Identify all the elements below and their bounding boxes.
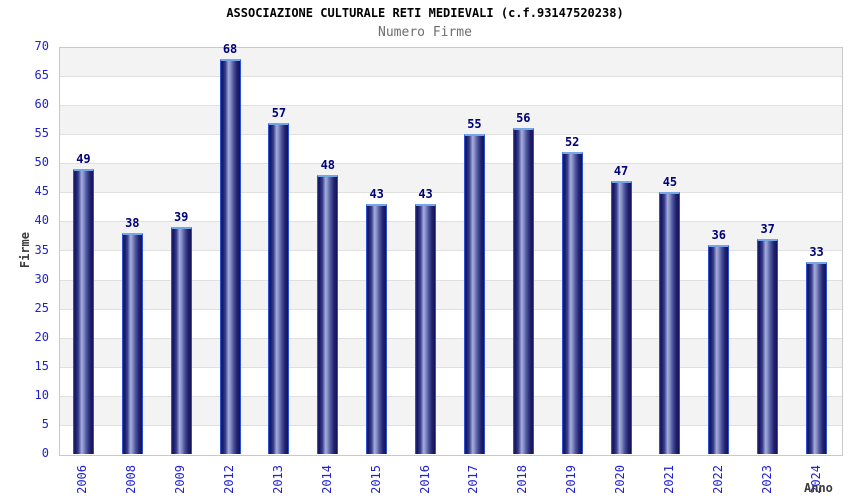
bar xyxy=(512,128,534,454)
bar-value-label: 68 xyxy=(222,41,238,56)
bar xyxy=(463,134,485,454)
bar xyxy=(806,262,828,454)
x-tick-label: 2014 xyxy=(319,465,334,494)
y-tick-label: 40 xyxy=(34,213,49,228)
x-tick-label: 2006 xyxy=(75,465,90,494)
bar-value-label: 47 xyxy=(613,163,629,178)
bar-value-label: 52 xyxy=(564,134,580,149)
bar-value-label: 55 xyxy=(467,117,482,132)
y-tick-label: 45 xyxy=(34,184,49,199)
x-tick-label: 2008 xyxy=(124,465,139,494)
x-axis-title: Anno xyxy=(804,481,833,495)
x-tick-label: 2015 xyxy=(368,465,383,494)
x-tick-label: 2019 xyxy=(564,465,579,494)
bar-value-label: 57 xyxy=(271,105,287,120)
y-tick-label: 55 xyxy=(34,126,49,141)
bar xyxy=(268,122,290,454)
y-tick-label: 5 xyxy=(41,416,49,431)
y-tick-label: 35 xyxy=(34,242,49,257)
bar-value-label: 56 xyxy=(516,111,531,126)
y-tick-label: 50 xyxy=(34,155,49,170)
bar-value-label: 45 xyxy=(662,175,678,190)
x-tick-label: 2022 xyxy=(710,465,725,494)
bar xyxy=(170,227,192,454)
x-tick-label: 2020 xyxy=(613,465,628,494)
bar xyxy=(121,233,143,454)
x-tick-label: 2013 xyxy=(270,465,285,494)
y-axis-title: Firme xyxy=(18,232,32,269)
grid-band xyxy=(60,193,842,223)
bar-value-label: 43 xyxy=(418,186,433,201)
grid-band xyxy=(60,48,842,78)
y-tick-label: 70 xyxy=(34,39,49,53)
chart-subtitle: Numero Firme xyxy=(378,25,472,40)
bar xyxy=(219,58,241,454)
x-tick-label: 2018 xyxy=(515,465,530,494)
y-tick-label: 30 xyxy=(34,271,49,286)
x-tick-label: 2016 xyxy=(417,465,432,494)
y-tick-label: 20 xyxy=(34,329,49,344)
y-tick-label: 65 xyxy=(34,68,49,83)
bar-value-label: 43 xyxy=(369,186,384,201)
bar xyxy=(415,203,437,454)
bar xyxy=(757,238,779,454)
y-tick-label: 0 xyxy=(41,446,49,460)
y-tick-label: 25 xyxy=(34,300,49,315)
bar-value-label: 39 xyxy=(173,210,189,225)
x-tick-label: 2012 xyxy=(222,465,237,494)
bar-value-label: 49 xyxy=(76,152,91,167)
bar-value-label: 33 xyxy=(809,245,824,260)
grid-band xyxy=(60,164,842,194)
y-tick-label: 60 xyxy=(34,97,49,112)
bar-value-label: 38 xyxy=(125,216,140,231)
x-tick-label: 2017 xyxy=(466,465,481,494)
x-tick-label: 2021 xyxy=(661,465,676,494)
bar-value-label: 48 xyxy=(320,157,336,172)
bar xyxy=(708,244,730,454)
bar xyxy=(659,192,681,454)
y-tick-label: 15 xyxy=(34,358,49,373)
bar xyxy=(366,203,388,454)
grid-band xyxy=(60,106,842,136)
bar-value-label: 37 xyxy=(760,221,775,236)
y-tick-label: 10 xyxy=(34,387,49,402)
grid-band xyxy=(60,77,842,107)
bar xyxy=(610,180,632,454)
bar xyxy=(317,174,339,454)
bar-value-label: 36 xyxy=(711,227,727,242)
x-tick-label: 2009 xyxy=(173,465,188,494)
bar xyxy=(72,169,94,454)
x-tick-label: 2023 xyxy=(759,465,774,494)
grid-band xyxy=(60,135,842,165)
bar xyxy=(561,151,583,454)
chart-title: ASSOCIAZIONE CULTURALE RETI MEDIEVALI (c… xyxy=(226,6,624,20)
